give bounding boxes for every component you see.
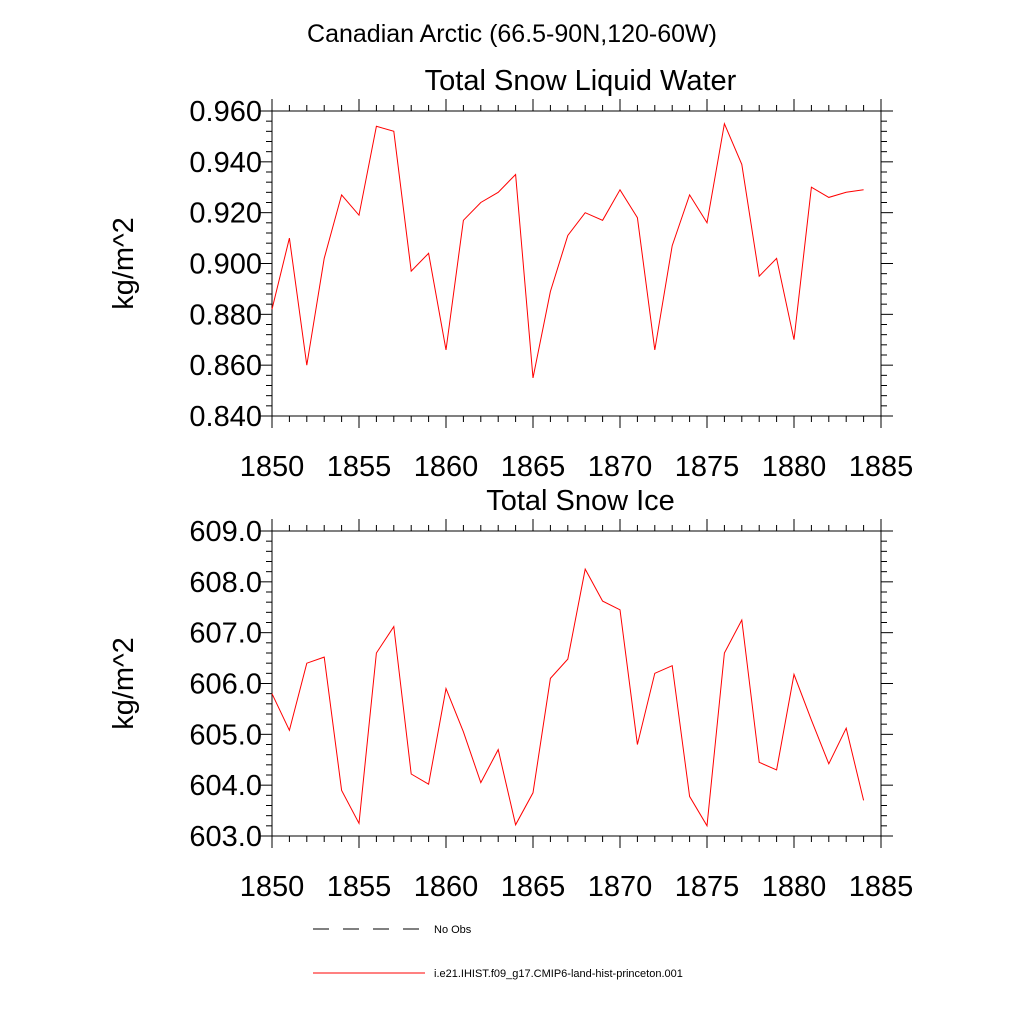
x-tick-label: 1885	[849, 451, 914, 483]
y-tick-label: 0.940	[189, 147, 262, 179]
panel-title: Total Snow Ice	[486, 485, 675, 517]
x-tick-label: 1885	[849, 871, 914, 903]
y-tick-label: 0.860	[189, 350, 262, 382]
y-tick-label: 607.0	[189, 618, 262, 650]
x-tick-label: 1875	[675, 451, 740, 483]
y-tick-label: 605.0	[189, 719, 262, 751]
y-tick-label: 0.880	[189, 299, 262, 331]
y-tick-label: 603.0	[189, 821, 262, 853]
x-tick-label: 1850	[240, 451, 305, 483]
x-tick-label: 1855	[327, 451, 392, 483]
series-line-1	[271, 567, 865, 828]
x-tick-label: 1880	[762, 451, 827, 483]
x-tick-label: 1875	[675, 871, 740, 903]
legend: No Obs i.e21.IHIST.f09_g17.CMIP6-land-his…	[313, 924, 683, 980]
x-tick-label: 1865	[501, 451, 566, 483]
x-tick-label: 1860	[414, 871, 479, 903]
y-tick-label: 609.0	[189, 516, 262, 548]
x-tick-label: 1880	[762, 871, 827, 903]
y-tick-label: 0.840	[189, 401, 262, 433]
y-tick-label: 0.960	[189, 96, 262, 128]
x-tick-label: 1870	[588, 871, 653, 903]
y-axis-label: kg/m^2	[108, 637, 140, 730]
y-tick-label: 606.0	[189, 669, 262, 701]
panel-2: Total Snow Ice 603.0 604.0 605.0 606.0 607.0 6…	[108, 485, 913, 903]
chart-panels: Total Snow Liquid Water 0.840 0.860 0.880 0.…	[108, 65, 913, 903]
figure-title: Canadian Arctic (66.5-90N,120-60W)	[307, 20, 717, 48]
legend-label-1: No Obs	[434, 924, 472, 936]
plot-frame	[271, 530, 882, 837]
y-tick-label: 604.0	[189, 770, 262, 802]
plot-frame	[271, 110, 882, 417]
x-tick-label: 1850	[240, 871, 305, 903]
y-tick-label: 0.900	[189, 249, 262, 281]
y-tick-label: 608.0	[189, 567, 262, 599]
panel-title: Total Snow Liquid Water	[425, 65, 737, 97]
panel-1: Total Snow Liquid Water 0.840 0.860 0.880 0.…	[108, 65, 913, 483]
x-tick-label: 1855	[327, 871, 392, 903]
series-line-1	[271, 121, 864, 378]
y-axis-label: kg/m^2	[108, 217, 140, 310]
x-tick-label: 1865	[501, 871, 566, 903]
x-tick-label: 1870	[588, 451, 653, 483]
x-tick-label: 1860	[414, 451, 479, 483]
y-tick-label: 0.920	[189, 198, 262, 230]
legend-label-2: i.e21.IHIST.f09_g17.CMIP6-land-hist-prin…	[434, 968, 683, 980]
